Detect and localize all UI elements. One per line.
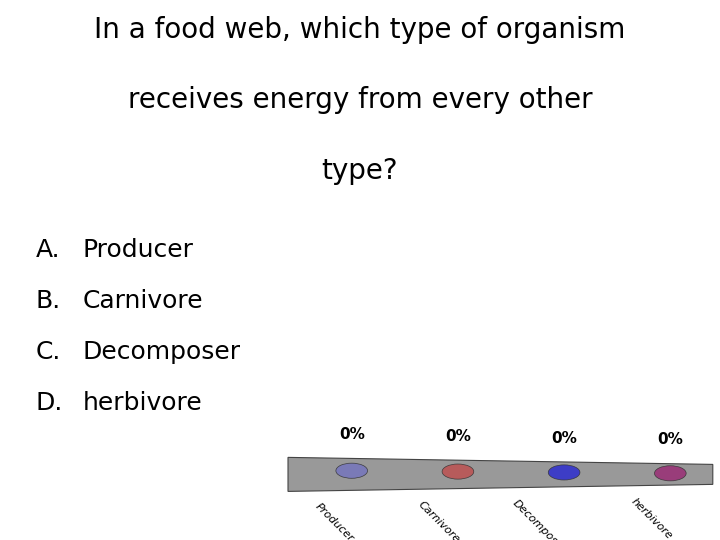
- Text: herbivore: herbivore: [629, 496, 674, 540]
- Ellipse shape: [336, 463, 368, 478]
- Text: 0%: 0%: [445, 429, 471, 444]
- Text: Producer: Producer: [313, 501, 356, 540]
- Text: type?: type?: [322, 157, 398, 185]
- Text: herbivore: herbivore: [83, 392, 202, 415]
- Text: receives energy from every other: receives energy from every other: [127, 86, 593, 114]
- Text: A.: A.: [36, 238, 60, 261]
- Text: 0%: 0%: [552, 431, 577, 445]
- Text: Carnivore: Carnivore: [83, 289, 204, 313]
- Polygon shape: [288, 457, 713, 491]
- Ellipse shape: [549, 465, 580, 480]
- Text: Decomposer: Decomposer: [511, 498, 568, 540]
- Text: Carnivore: Carnivore: [416, 500, 462, 540]
- Text: B.: B.: [36, 289, 61, 313]
- Text: 0%: 0%: [339, 427, 364, 442]
- Text: Decomposer: Decomposer: [83, 340, 241, 364]
- Ellipse shape: [654, 465, 686, 481]
- Text: 0%: 0%: [657, 433, 683, 448]
- Text: C.: C.: [36, 340, 61, 364]
- Text: Producer: Producer: [83, 238, 194, 261]
- Text: In a food web, which type of organism: In a food web, which type of organism: [94, 16, 626, 44]
- Ellipse shape: [442, 464, 474, 479]
- Text: D.: D.: [36, 392, 63, 415]
